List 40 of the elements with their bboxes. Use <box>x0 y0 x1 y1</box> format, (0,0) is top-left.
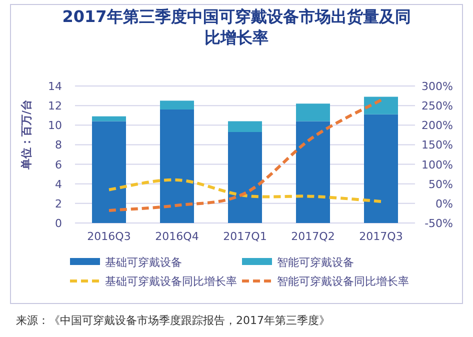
bar <box>160 100 194 110</box>
y-tick-label: 10 <box>48 119 62 132</box>
y-tick-label: 4 <box>55 178 62 191</box>
bar <box>160 109 194 223</box>
y2-tick-label: 100% <box>422 158 453 172</box>
y2-tick-label: -50% <box>424 217 453 230</box>
x-tick-label: 2017Q3 <box>359 230 403 243</box>
bar <box>92 116 126 122</box>
y-tick-label: 14 <box>48 80 62 93</box>
bar <box>296 104 330 122</box>
x-tick-label: 2016Q3 <box>87 230 131 243</box>
legend-label: 智能可穿戴设备 <box>277 256 354 269</box>
y2-tick-label: 200% <box>422 119 453 132</box>
chart-title: 2017年第三季度中国可穿戴设备市场出货量及同比增长率 <box>61 6 412 48</box>
bar <box>296 121 330 223</box>
bar <box>364 96 398 114</box>
y2-tick-label: 300% <box>422 80 453 93</box>
legend-label: 智能可穿戴设备同比增长率 <box>277 275 409 288</box>
legend-label: 基础可穿戴设备 <box>105 256 182 269</box>
y-tick-label: 12 <box>48 100 62 113</box>
legend-label: 基础可穿戴设备同比增长率 <box>105 275 237 288</box>
y2-tick-label: 50% <box>428 178 453 191</box>
x-tick-label: 2016Q4 <box>155 230 199 243</box>
y-tick-label: 6 <box>55 158 62 172</box>
line-series <box>108 178 382 203</box>
y2-tick-label: 250% <box>422 100 453 113</box>
bar <box>228 121 262 132</box>
bar <box>364 114 398 223</box>
source-note: 来源：《中国可穿戴设备市场季度跟踪报告，2017年第三季度》 <box>16 313 330 328</box>
y-axis-title: 单位：百万/台 <box>20 99 33 171</box>
x-tick-label: 2017Q1 <box>223 230 267 243</box>
y2-tick-label: 0% <box>436 197 453 210</box>
y-tick-label: 8 <box>55 138 62 152</box>
y-tick-label: 2 <box>55 197 62 210</box>
y-tick-label: 0 <box>55 217 62 230</box>
y2-tick-label: 150% <box>422 138 453 152</box>
bar <box>92 121 126 223</box>
bar <box>228 132 262 223</box>
line-series <box>108 98 382 212</box>
x-tick-label: 2017Q2 <box>291 230 335 243</box>
